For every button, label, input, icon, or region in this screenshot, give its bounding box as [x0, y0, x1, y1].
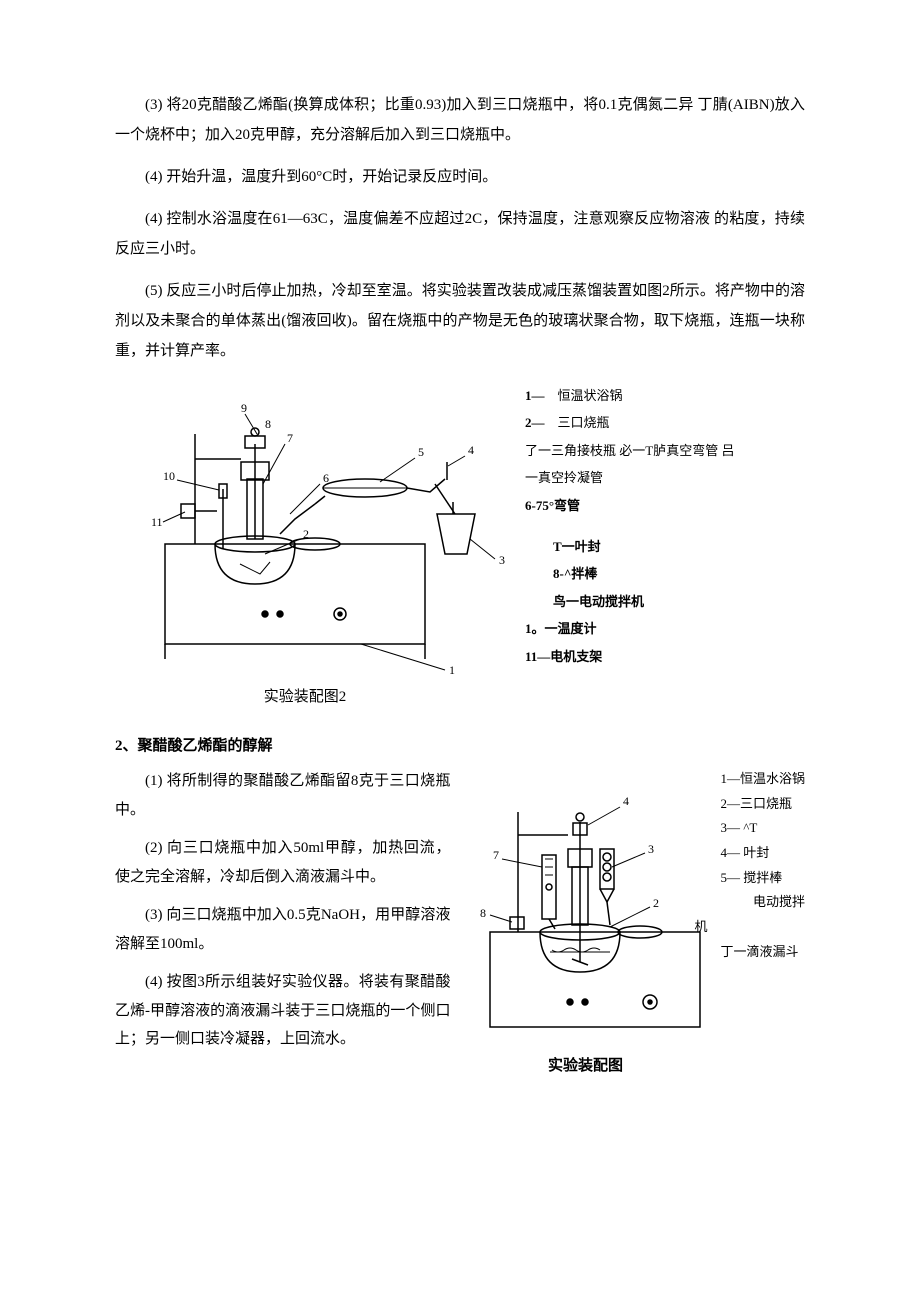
legend-1-text: 恒温状浴锅	[558, 388, 623, 403]
section2-p3: (3) 向三口烧瓶中加入0.5克NaOH，用甲醇溶液溶解至100ml。	[115, 901, 450, 958]
label-5: 5	[418, 445, 424, 459]
label-1: 1	[449, 663, 455, 674]
paragraph-3: (3) 将20克醋酸乙烯酯(换算成体积；比重0.93)加入到三口烧瓶中，将0.1…	[115, 90, 805, 150]
label-9: 9	[241, 401, 247, 415]
legend-5: 6-75°弯管	[525, 494, 734, 517]
paragraph-4a: (4) 开始升温，温度升到60°C时，开始记录反应时间。	[115, 162, 805, 192]
legend-3: 了一三角接枝瓶 必一T胪真空弯管 吕	[525, 439, 734, 462]
legend-4: 一真空拎凝管	[525, 466, 734, 489]
label-11: 11	[151, 515, 163, 529]
f2-legend-1: 1—恒温水浴锅	[720, 767, 805, 792]
f2-legend-3: 3— ^T	[720, 816, 805, 841]
paragraph-5: (5) 反应三小时后停止加热，冷却至室温。将实验装置改装成减压蒸馏装置如图2所示…	[115, 276, 805, 366]
f2-label-7: 7	[493, 848, 499, 862]
f2-label-3: 3	[648, 842, 654, 856]
legend-2-text: 三口烧瓶	[558, 415, 610, 430]
section2-p2: (2) 向三口烧瓶中加入50ml甲醇，加热回流，使之完全溶解，冷却后倒入滴液漏斗…	[115, 834, 450, 891]
legend-8: 8-^拌棒	[525, 562, 734, 585]
f2-legend-4: 4— 叶封	[720, 841, 805, 866]
apparatus-diagram-2: 2 3 4 7 8	[460, 767, 710, 1037]
f2-legend-7: 丁一滴液漏斗	[720, 940, 805, 965]
section-2-content: (1) 将所制得的聚醋酸乙烯酯留8克于三口烧瓶中。 (2) 向三口烧瓶中加入50…	[115, 767, 805, 1075]
label-6: 6	[323, 471, 329, 485]
figure-1-diagram: 1 2 3 4 5 6 7 8 9 10 11 实验装配图2	[115, 384, 515, 728]
f2-label-8: 8	[480, 906, 486, 920]
legend-2-num: 2—	[525, 415, 545, 430]
label-3: 3	[499, 553, 505, 567]
figure-1-legend: 1— 恒温状浴锅 2— 三口烧瓶 了一三角接枝瓶 必一T胪真空弯管 吕 一真空拎…	[525, 384, 734, 672]
label-4: 4	[468, 443, 474, 457]
paragraph-4b: (4) 控制水浴温度在61—63C，温度偏差不应超过2C，保持温度，注意观察反应…	[115, 204, 805, 264]
label-10: 10	[163, 469, 175, 483]
f2-label-2: 2	[653, 896, 659, 910]
label-8: 8	[265, 417, 271, 431]
section2-p1: (1) 将所制得的聚醋酸乙烯酯留8克于三口烧瓶中。	[115, 767, 450, 824]
section-2-heading: 2、聚醋酸乙烯酯的醇解	[115, 734, 805, 755]
apparatus-diagram-1: 1 2 3 4 5 6 7 8 9 10 11	[115, 384, 515, 674]
legend-11: 11—电机支架	[525, 645, 734, 668]
legend-1-num: 1—	[525, 388, 545, 403]
f2-legend-6b: 机	[694, 915, 805, 940]
f2-label-4: 4	[623, 794, 629, 808]
legend-7: T一叶封	[525, 535, 734, 558]
f2-legend-5: 5— 搅拌棒	[720, 866, 805, 891]
section-2-text: (1) 将所制得的聚醋酸乙烯酯留8克于三口烧瓶中。 (2) 向三口烧瓶中加入50…	[115, 767, 450, 1064]
legend-9: 鸟一电动搅拌机	[525, 590, 734, 613]
page-container: (3) 将20克醋酸乙烯酯(换算成体积；比重0.93)加入到三口烧瓶中，将0.1…	[0, 0, 920, 1135]
section2-p4: (4) 按图3所示组装好实验仪器。将装有聚醋酸乙烯-甲醇溶液的滴液漏斗装于三口烧…	[115, 968, 450, 1054]
figure-1-section: 1 2 3 4 5 6 7 8 9 10 11 实验装配图2 1— 恒温状浴锅 …	[115, 384, 805, 728]
figure-2-legend: 1—恒温水浴锅 2—三口烧瓶 3— ^T 4— 叶封 5— 搅拌棒 电动搅拌 机…	[720, 767, 805, 965]
label-7: 7	[287, 431, 293, 445]
figure-2-caption: 实验装配图	[460, 1054, 710, 1075]
f2-legend-6a: 电动搅拌	[720, 890, 805, 915]
figure-1-caption: 实验装配图2	[115, 685, 495, 706]
label-2: 2	[303, 527, 309, 541]
legend-10: 1。一温度计	[525, 617, 734, 640]
f2-legend-2: 2—三口烧瓶	[720, 792, 805, 817]
figure-2-diagram: 2 3 4 7 8 实验装配图	[460, 767, 710, 1075]
